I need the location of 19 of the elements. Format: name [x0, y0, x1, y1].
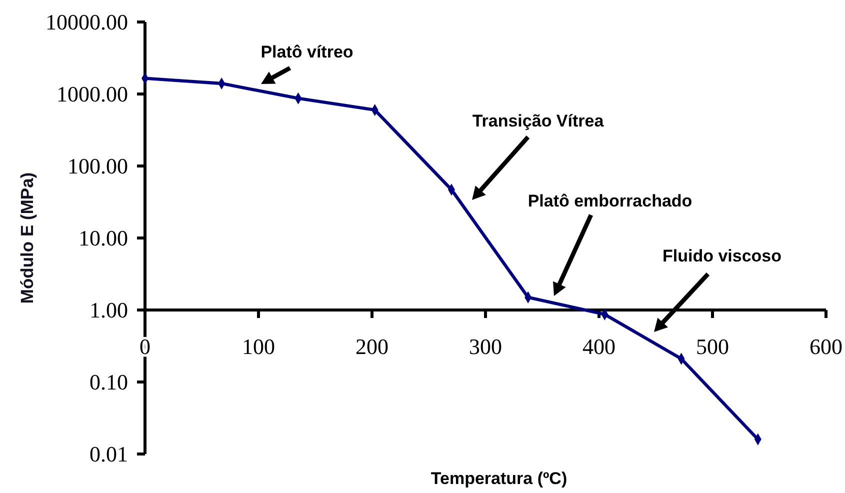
x-tick-label: 300	[469, 334, 502, 359]
annotation: Platô vítreo	[260, 42, 354, 62]
annotation: Transição Vítrea	[472, 112, 604, 130]
annotation: Fluido viscoso	[662, 246, 782, 266]
y-tick-label: 100.00	[68, 154, 128, 178]
x-tick-label: 500	[696, 334, 729, 359]
y-tick-label: 1000.00	[56, 82, 128, 106]
y-axis-title: Módulo E (MPa)	[17, 172, 37, 304]
y-tick-label: 10000.00	[46, 10, 128, 34]
x-tick-label: 200	[356, 334, 388, 359]
y-tick-label: 10.00	[78, 226, 128, 250]
y-tick-label: 0.01	[90, 442, 128, 466]
x-tick-label: 400	[582, 334, 616, 359]
x-tick-label: 600	[810, 334, 842, 359]
x-tick-label: 100	[242, 334, 275, 359]
y-tick-label: 0.10	[90, 370, 128, 394]
annotation: Platô emborrachado	[528, 192, 692, 210]
x-axis-title: Temperatura (ºC)	[430, 469, 568, 488]
y-tick-label: 1.00	[90, 298, 128, 322]
